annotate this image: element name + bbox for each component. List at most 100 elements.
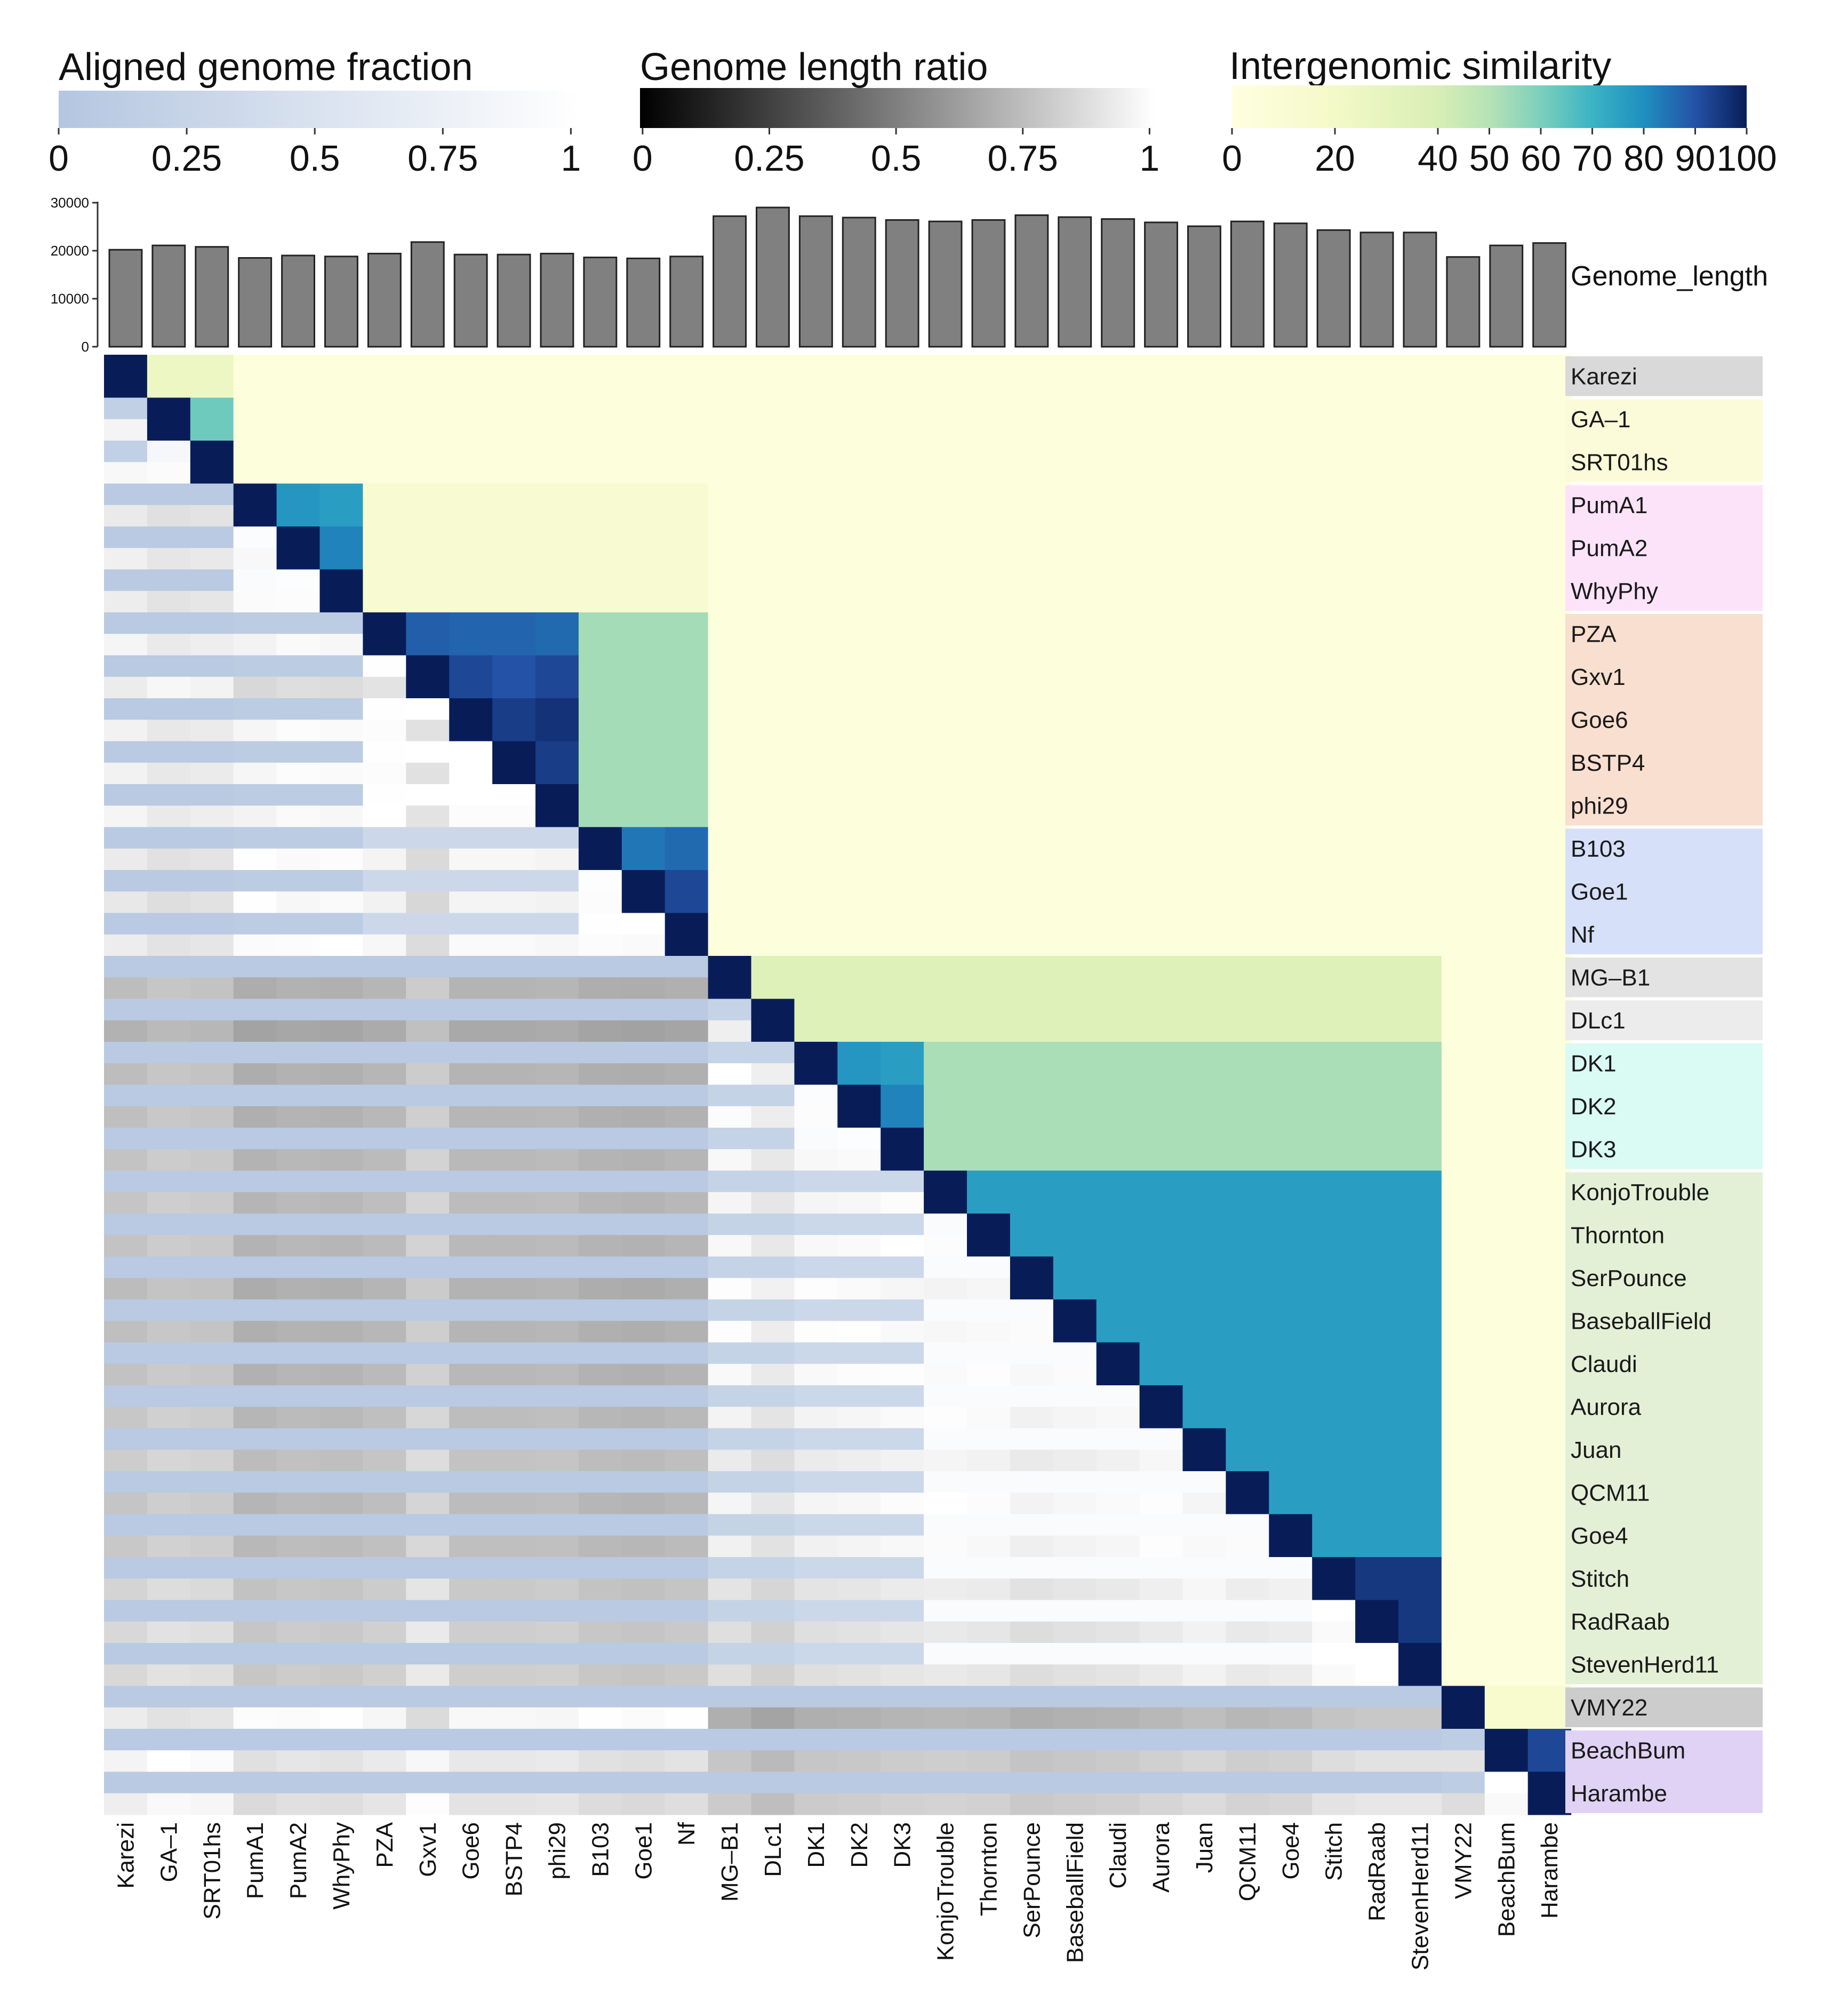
cell-aurora-pza bbox=[363, 1385, 406, 1429]
cell-thornton-puma1 bbox=[233, 1214, 277, 1257]
cell-dk3-srt01hs bbox=[190, 1128, 234, 1171]
cell-aligned-fraction bbox=[1398, 1686, 1442, 1708]
cell-dk2-qcm11 bbox=[1226, 1084, 1269, 1128]
cell-length-ratio bbox=[794, 1278, 838, 1300]
cell-length-ratio bbox=[319, 1192, 363, 1214]
cell-dk3-ga-1 bbox=[147, 1128, 191, 1171]
cell-claudi-radraab bbox=[1355, 1342, 1399, 1386]
column-label-stevenherd11: StevenHerd11 bbox=[1407, 1822, 1433, 1970]
cell-dk2-b103 bbox=[578, 1084, 622, 1128]
cell-puma2-dk2 bbox=[837, 526, 881, 570]
cell-aligned-fraction bbox=[1010, 1342, 1054, 1364]
cell-juan-puma1 bbox=[233, 1428, 277, 1472]
cell-bstp4-srt01hs bbox=[190, 741, 234, 785]
cell-length-ratio bbox=[1312, 1793, 1356, 1815]
cell-length-ratio bbox=[104, 1321, 148, 1343]
cell-srt01hs-juan bbox=[1182, 441, 1226, 484]
cell-ga-1-dk1 bbox=[794, 397, 838, 441]
cell-aligned-fraction bbox=[147, 526, 191, 548]
row-label-mg-b1: MG–B1 bbox=[1571, 964, 1650, 991]
genome-length-tick-label: 20000 bbox=[51, 243, 89, 259]
cell-pza-dk1 bbox=[794, 612, 838, 656]
cell-ga-1-phi29 bbox=[535, 397, 579, 441]
cell-length-ratio bbox=[104, 1707, 148, 1729]
cell-aligned-fraction bbox=[665, 1600, 709, 1622]
cell-phi29-serpounce bbox=[1010, 784, 1054, 828]
cell-srt01hs-beachbum bbox=[1484, 441, 1529, 484]
cell-length-ratio bbox=[147, 1106, 191, 1128]
cell-dk3-baseballfield bbox=[1053, 1128, 1097, 1171]
cell-goe1-karezi bbox=[104, 870, 148, 914]
cell-dk2-serpounce bbox=[1010, 1084, 1054, 1128]
cell-phi29-b103 bbox=[578, 784, 622, 828]
cell-stevenherd11-dk1 bbox=[794, 1643, 838, 1687]
cell-b103-vmy22 bbox=[1441, 827, 1485, 871]
cell-dk1-goe1 bbox=[621, 1042, 666, 1086]
cell-aligned-fraction bbox=[1312, 1729, 1356, 1751]
cell-aligned-fraction bbox=[1182, 1771, 1226, 1794]
cell-aurora-whyphy bbox=[319, 1385, 363, 1429]
cell-radraab-karezi bbox=[104, 1600, 148, 1643]
cell-vmy22-beachbum bbox=[1484, 1686, 1529, 1729]
legend-ratio-tick-label: 1 bbox=[1139, 138, 1159, 179]
cell-stitch-beachbum bbox=[1484, 1557, 1529, 1601]
cell-ga-1-stitch bbox=[1312, 397, 1356, 441]
cell-aligned-fraction bbox=[363, 1729, 406, 1751]
cell-aligned-fraction bbox=[276, 1643, 321, 1665]
cell-aligned-fraction bbox=[1355, 1729, 1399, 1751]
cell-qcm11-puma2 bbox=[276, 1471, 321, 1515]
cell-aligned-fraction bbox=[665, 1643, 709, 1665]
cell-mg-b1-srt01hs bbox=[190, 956, 234, 1000]
cell-length-ratio bbox=[233, 548, 277, 570]
cell-aligned-fraction bbox=[233, 1686, 277, 1708]
cell-aligned-fraction bbox=[406, 1128, 450, 1150]
cell-length-ratio bbox=[233, 1449, 277, 1472]
cell-aligned-fraction bbox=[1226, 1643, 1269, 1665]
cell-length-ratio bbox=[967, 1278, 1011, 1300]
cell-aligned-fraction bbox=[881, 1385, 924, 1407]
cell-baseballfield-b103 bbox=[578, 1299, 622, 1343]
cell-puma1-beachbum bbox=[1484, 483, 1529, 527]
cell-length-ratio bbox=[1010, 1363, 1054, 1386]
cell-puma1-puma1 bbox=[233, 483, 277, 527]
cell-goe6-puma1 bbox=[233, 698, 277, 742]
cell-puma1-dlc1 bbox=[751, 483, 795, 527]
cell-goe4-radraab bbox=[1355, 1514, 1399, 1558]
cell-length-ratio bbox=[665, 1664, 709, 1687]
cell-aligned-fraction bbox=[406, 1643, 450, 1665]
cell-serpounce-goe4 bbox=[1269, 1256, 1313, 1300]
cell-beachbum-gxv1 bbox=[406, 1729, 450, 1773]
cell-goe1-beachbum bbox=[1484, 870, 1529, 914]
cell-length-ratio bbox=[881, 1750, 924, 1773]
cell-aurora-gxv1 bbox=[406, 1385, 450, 1429]
cell-serpounce-beachbum bbox=[1484, 1256, 1529, 1300]
cell-aligned-fraction bbox=[319, 999, 363, 1021]
cell-gxv1-puma1 bbox=[233, 655, 277, 699]
cell-length-ratio bbox=[233, 934, 277, 956]
cell-nf-konjotrouble bbox=[924, 913, 967, 956]
cell-aligned-fraction bbox=[751, 1342, 795, 1364]
cell-aligned-fraction bbox=[621, 1729, 666, 1751]
cell-length-ratio bbox=[1010, 1793, 1054, 1815]
cell-length-ratio bbox=[319, 1363, 363, 1386]
cluster-band bbox=[1565, 1687, 1763, 1727]
column-label-baseballfield: BaseballField bbox=[1062, 1822, 1088, 1963]
cell-dk1-phi29 bbox=[535, 1042, 579, 1086]
cell-stitch-whyphy bbox=[319, 1557, 363, 1601]
cell-beachbum-mg-b1 bbox=[708, 1729, 752, 1773]
cell-konjotrouble-whyphy bbox=[319, 1170, 363, 1214]
cell-aligned-fraction bbox=[1139, 1428, 1183, 1450]
cell-aligned-fraction bbox=[621, 999, 666, 1021]
cell-length-ratio bbox=[276, 720, 321, 742]
cell-dk1-thornton bbox=[967, 1042, 1011, 1086]
cell-claudi-juan bbox=[1182, 1342, 1226, 1386]
cell-b103-dk1 bbox=[794, 827, 838, 871]
cell-vmy22-stevenherd11 bbox=[1398, 1686, 1442, 1729]
cell-length-ratio bbox=[578, 1192, 622, 1214]
cell-aligned-fraction bbox=[276, 1128, 321, 1150]
cell-stitch-dk2 bbox=[837, 1557, 881, 1601]
cell-pza-b103 bbox=[578, 612, 622, 656]
cell-length-ratio bbox=[406, 1664, 450, 1687]
cell-claudi-beachbum bbox=[1484, 1342, 1529, 1386]
cell-serpounce-claudi bbox=[1096, 1256, 1140, 1300]
